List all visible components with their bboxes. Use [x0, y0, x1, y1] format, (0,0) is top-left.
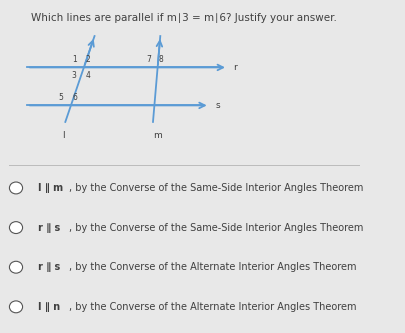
Text: s: s — [215, 101, 219, 110]
Text: l: l — [62, 131, 65, 140]
Text: 4: 4 — [85, 71, 90, 80]
Circle shape — [9, 182, 23, 194]
Text: r: r — [233, 63, 237, 72]
Circle shape — [9, 301, 23, 313]
Text: 7: 7 — [146, 56, 151, 65]
Text: , by the Converse of the Alternate Interior Angles Theorem: , by the Converse of the Alternate Inter… — [69, 302, 356, 312]
Text: 1: 1 — [72, 56, 77, 65]
Text: , by the Converse of the Same-Side Interior Angles Theorem: , by the Converse of the Same-Side Inter… — [69, 222, 362, 232]
Circle shape — [9, 261, 23, 273]
Circle shape — [9, 222, 23, 233]
Text: 8: 8 — [158, 56, 163, 65]
Text: , by the Converse of the Same-Side Interior Angles Theorem: , by the Converse of the Same-Side Inter… — [69, 183, 362, 193]
Text: l ∥ m: l ∥ m — [38, 183, 63, 193]
Text: 3: 3 — [72, 71, 77, 80]
Text: m: m — [153, 131, 161, 140]
Text: Which lines are parallel if m∣3 = m∣6? Justify your answer.: Which lines are parallel if m∣3 = m∣6? J… — [31, 13, 336, 23]
Text: r ∥ s: r ∥ s — [38, 222, 60, 232]
Text: 5: 5 — [59, 94, 64, 103]
Text: , by the Converse of the Alternate Interior Angles Theorem: , by the Converse of the Alternate Inter… — [69, 262, 356, 272]
Text: 6: 6 — [72, 94, 77, 103]
Text: 2: 2 — [85, 56, 90, 65]
Text: l ∥ n: l ∥ n — [38, 302, 60, 312]
Text: r ∥ s: r ∥ s — [38, 262, 60, 272]
